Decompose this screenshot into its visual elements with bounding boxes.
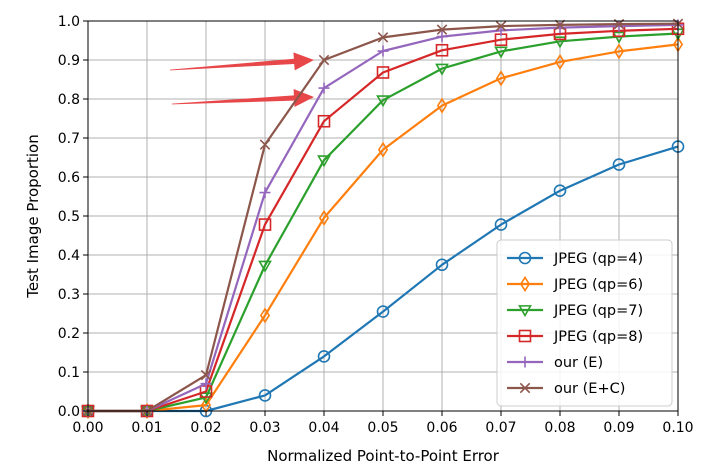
legend-item: JPEG (qp=4): [507, 251, 643, 267]
data-point: [494, 218, 508, 231]
legend-label: our (E+C): [554, 381, 625, 397]
annotation-arrows: [170, 52, 314, 107]
legend-label: JPEG (qp=4): [553, 251, 643, 267]
series-line: [88, 32, 679, 413]
x-axis-ticks: 0.00 0.01 0.02 0.03 0.04 0.05 0.06 0.07 0.08 0.09…: [72, 411, 694, 436]
data-point: [436, 31, 448, 43]
data-point: [317, 350, 331, 363]
x-tick-label: 0.03: [249, 420, 280, 436]
y-tick-label: 0.1: [58, 365, 80, 381]
x-tick-label: 0.02: [190, 420, 221, 436]
legend-marker: [519, 382, 531, 394]
data-point: [377, 32, 389, 43]
y-tick-label: 0.7: [58, 131, 80, 147]
legend-item: our (E): [507, 355, 603, 371]
data-point: [435, 63, 449, 76]
data-point: [258, 218, 272, 231]
y-tick-label: 1.0: [58, 14, 80, 30]
data-point: [612, 158, 626, 171]
data-point: [376, 66, 390, 79]
data-point: [495, 20, 507, 32]
legend-label: JPEG (qp=8): [553, 329, 643, 345]
data-point: [258, 389, 272, 402]
data-point: [553, 184, 567, 197]
y-tick-label: 0.3: [58, 287, 80, 303]
annotation-arrow: [170, 52, 314, 71]
y-tick-label: 0.6: [58, 170, 80, 186]
data-point: [200, 369, 212, 381]
data-point: [554, 19, 566, 31]
data-point: [377, 45, 389, 57]
legend-label: our (E): [554, 355, 603, 371]
x-tick-label: 0.09: [603, 420, 634, 436]
data-point: [435, 43, 449, 57]
legend-label: JPEG (qp=7): [553, 303, 643, 319]
y-tick-label: 0.2: [58, 326, 80, 342]
data-point: [199, 392, 213, 405]
data-point: [495, 70, 507, 87]
series-jpeg-qp-7-: [81, 28, 685, 419]
y-tick-label: 0.4: [58, 248, 80, 264]
annotation-arrow: [172, 89, 314, 107]
x-tick-label: 0.00: [72, 420, 103, 436]
series-line: [88, 43, 679, 413]
legend-marker: [518, 329, 532, 343]
y-tick-label: 0.8: [58, 92, 80, 108]
data-point: [318, 82, 330, 94]
data-point: [612, 31, 626, 44]
data-point: [318, 54, 330, 66]
data-point: [200, 378, 212, 390]
x-tick-label: 0.07: [485, 420, 516, 436]
y-tick-label: 0.9: [58, 53, 80, 69]
data-point: [318, 209, 330, 227]
data-point: [553, 36, 567, 49]
legend-box: [496, 239, 673, 407]
x-tick-label: 0.06: [426, 420, 457, 436]
legend-item: JPEG (qp=6): [507, 275, 643, 293]
x-tick-label: 0.04: [308, 420, 339, 436]
legend-item: our (E+C): [507, 381, 625, 397]
data-point: [436, 97, 448, 114]
legend-marker: [518, 251, 532, 265]
data-point: [613, 43, 625, 60]
legend: JPEG (qp=4) JPEG (qp=6) JPEG (qp=7) JPEG (q…: [496, 239, 673, 407]
data-point: [494, 46, 508, 59]
series-line: [88, 27, 679, 413]
data-point: [317, 155, 331, 168]
data-point: [259, 187, 271, 199]
legend-label: JPEG (qp=6): [553, 277, 643, 293]
data-point: [376, 305, 390, 318]
series-our-e-c-: [82, 18, 684, 417]
legend-item: JPEG (qp=8): [507, 329, 643, 345]
data-point: [258, 260, 272, 273]
y-axis-ticks: 0.0 0.1 0.2 0.3 0.4 0.5 0.6 0.7 0.8 0.9 1.0: [58, 14, 88, 420]
data-point: [554, 53, 566, 71]
data-point: [259, 307, 271, 324]
data-point: [259, 139, 271, 150]
legend-marker: [519, 356, 531, 368]
x-axis-label: Normalized Point-to-Point Error: [267, 447, 500, 465]
legend-item: JPEG (qp=7): [507, 303, 643, 319]
y-tick-label: 0.5: [58, 209, 80, 225]
legend-marker: [518, 305, 532, 318]
y-axis-label: Test Image Proportion: [24, 134, 42, 298]
x-tick-label: 0.05: [367, 420, 398, 436]
y-tick-label: 0.0: [58, 404, 80, 420]
x-tick-label: 0.08: [544, 420, 575, 436]
data-point: [436, 24, 448, 35]
data-point: [376, 95, 390, 108]
x-tick-label: 0.01: [131, 420, 162, 436]
data-point: [435, 258, 449, 272]
data-point: [317, 114, 331, 128]
data-point: [377, 141, 389, 158]
x-tick-label: 0.10: [662, 420, 693, 436]
legend-marker: [519, 275, 531, 293]
data-point: [613, 20, 625, 32]
